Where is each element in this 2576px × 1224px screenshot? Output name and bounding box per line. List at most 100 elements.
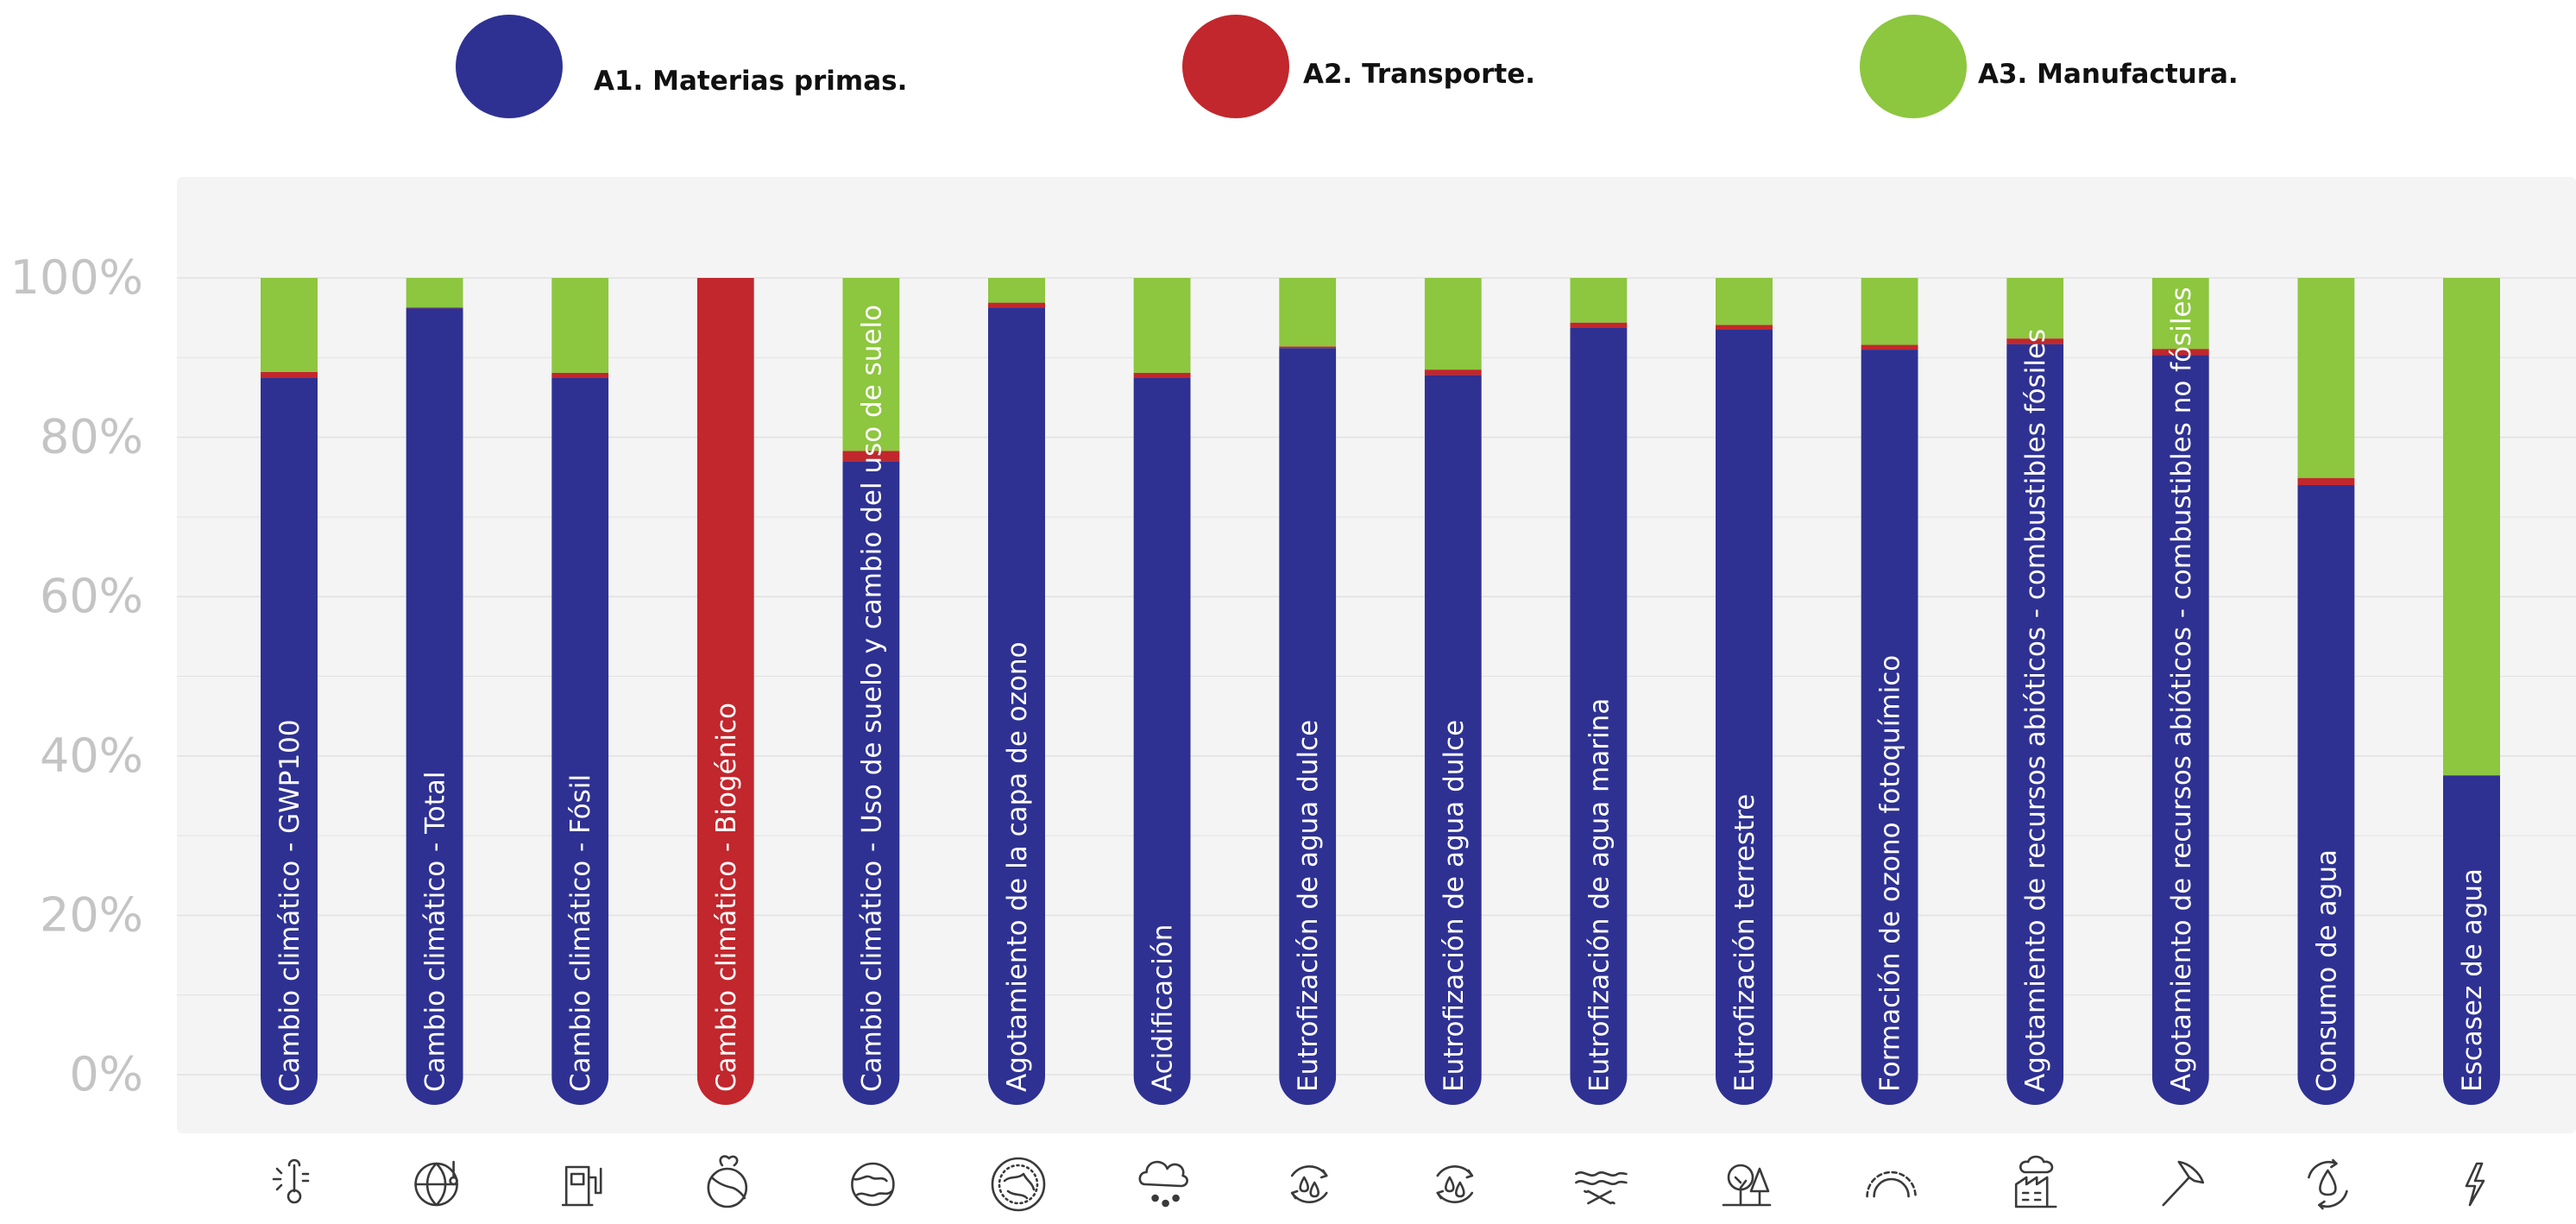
legend-label: A2. Transporte.	[1303, 59, 1535, 90]
bar-segment-a1	[551, 377, 609, 1105]
bar-segment-a3	[1133, 278, 1191, 373]
bar-segment-a2	[2443, 774, 2500, 776]
bar-segment-a3	[406, 278, 463, 308]
bar-group: Cambio climático - Total	[406, 278, 463, 1105]
category-label: Cambio climático - Uso de suelo y cambio…	[856, 305, 887, 1092]
category-label: Cambio climático - Fósil	[565, 774, 596, 1092]
bar-segment-a3	[1570, 278, 1628, 323]
acid-rain-icon	[1138, 1160, 1188, 1208]
bar-segment-a3	[2151, 278, 2209, 350]
globe-thermometer-icon	[414, 1160, 458, 1207]
bar-group: Eutrofización de agua dulce	[1279, 278, 1337, 1105]
bar-segment-a2	[2297, 477, 2355, 485]
bar-segment-a1	[1570, 327, 1628, 1105]
bar-group: Cambio climático - Fósil	[551, 278, 609, 1105]
water-drops-cycle-icon	[1436, 1164, 1474, 1204]
legend: A1. Materias primas. A2. Transporte. A3. M…	[456, 15, 2239, 118]
bar-segment-a1	[1133, 377, 1191, 1105]
y-tick-label: 0%	[69, 1047, 143, 1101]
bar-segment-a1	[1424, 375, 1482, 1105]
bar-group: Cambio climático - Biogénico	[696, 278, 754, 1105]
bars: Cambio climático - GWP100 Cambio climátic…	[261, 278, 2500, 1105]
factory-icon	[2014, 1155, 2057, 1208]
bar-segment-a1	[1861, 350, 1918, 1105]
category-label: Cambio climático - Biogénico	[711, 703, 742, 1092]
category-label: Eutrofización de agua dulce	[1439, 720, 1470, 1092]
category-label: Agotamiento de la capa de ozono	[1002, 641, 1033, 1092]
bar-segment-a1	[2006, 344, 2064, 1105]
bar-segment-a3	[842, 278, 900, 451]
bar-segment-a3	[2006, 278, 2064, 339]
bar-segment-a1	[2443, 775, 2500, 1105]
legend-swatch	[1182, 15, 1289, 118]
bar-group: Cambio climático - GWP100	[261, 278, 318, 1105]
water-drop-cycle-icon	[2308, 1158, 2348, 1210]
bar-segment-a3	[551, 278, 609, 373]
legend-item-a3: A3. Manufactura.	[1860, 15, 2239, 118]
bar-group: Cambio climático - Uso de suelo y cambio…	[842, 278, 900, 1105]
y-tick-label: 40%	[40, 729, 143, 783]
bar-segment-a3	[1861, 278, 1918, 345]
lightning-icon	[2465, 1162, 2485, 1207]
category-label: Escasez de agua	[2457, 868, 2488, 1092]
bar-segment-a2	[551, 372, 609, 378]
bar-group: Acidificación	[1133, 278, 1191, 1105]
bar-group: Formación de ozono fotoquímico	[1861, 278, 1918, 1105]
ozone-arc-icon	[1866, 1170, 1917, 1198]
bar-segment-a3	[261, 278, 318, 372]
bar-segment-a1	[2151, 355, 2209, 1105]
bar-group: Eutrofización de agua dulce	[1424, 278, 1482, 1105]
y-tick-label: 60%	[40, 569, 143, 623]
bar-segment-a1	[1716, 329, 1773, 1105]
y-tick-label: 100%	[10, 250, 143, 305]
legend-swatch	[456, 15, 563, 118]
category-icons	[272, 1155, 2485, 1212]
bar-segment-a3	[2443, 278, 2500, 775]
y-tick-label: 80%	[40, 410, 143, 464]
y-tick-label: 20%	[40, 887, 143, 942]
bar-segment-a2	[1424, 369, 1482, 375]
bar-segment-a3	[988, 278, 1045, 303]
land-use-globe-icon	[851, 1162, 895, 1207]
category-label: Eutrofización de agua marina	[1584, 698, 1615, 1092]
category-label: Cambio climático - Total	[420, 772, 451, 1093]
bar-segment-a3	[1716, 278, 1773, 325]
bar-segment-a1	[2297, 484, 2355, 1105]
bar-segment-a2	[1279, 346, 1337, 349]
bar-segment-a1	[842, 461, 900, 1105]
legend-label: A3. Manufactura.	[1978, 59, 2239, 90]
legend-item-a2: A2. Transporte.	[1182, 15, 1535, 118]
category-label: Eutrofización terrestre	[1729, 794, 1760, 1092]
bar-segment-a1	[261, 377, 318, 1105]
y-axis-ticks: 0% 20% 40% 60% 80% 100%	[10, 250, 143, 1101]
category-label: Eutrofización de agua dulce	[1293, 720, 1324, 1092]
bar-segment-a2	[988, 302, 1045, 308]
category-label: Formación de ozono fotoquímico	[1875, 655, 1906, 1092]
category-label: Cambio climático - GWP100	[274, 719, 305, 1092]
bar-group: Agotamiento de recursos abióticos - comb…	[2006, 278, 2064, 1105]
water-drops-cycle-icon	[1290, 1164, 1328, 1204]
plot-panel	[177, 177, 2576, 1133]
fuel-pump-icon	[561, 1165, 602, 1207]
marine-waves-icon	[1575, 1171, 1628, 1205]
legend-swatch	[1860, 15, 1967, 118]
bar-segment-a2	[261, 371, 318, 378]
bar-segment-a2	[842, 451, 900, 462]
category-label: Agotamiento de recursos abióticos - comb…	[2020, 329, 2051, 1092]
legend-label: A1. Materias primas.	[594, 66, 907, 97]
bar-segment-a3	[1424, 278, 1482, 370]
bar-segment-a3	[2297, 278, 2355, 478]
leaf-globe-icon	[707, 1155, 748, 1208]
bar-group: Agotamiento de recursos abióticos - comb…	[2151, 278, 2209, 1105]
bar-segment-a2	[406, 307, 463, 309]
legend-item-a1: A1. Materias primas.	[456, 15, 907, 118]
thermometer-sun-icon	[272, 1158, 310, 1204]
bar-segment-a1	[988, 307, 1045, 1105]
bar-group: Eutrofización terrestre	[1716, 278, 1773, 1105]
category-label: Consumo de agua	[2311, 849, 2342, 1092]
category-label: Agotamiento de recursos abióticos - comb…	[2166, 287, 2197, 1092]
category-label: Acidificación	[1148, 924, 1179, 1092]
bar-group: Agotamiento de la capa de ozono	[988, 278, 1045, 1105]
bar-group: Consumo de agua	[2297, 278, 2355, 1105]
